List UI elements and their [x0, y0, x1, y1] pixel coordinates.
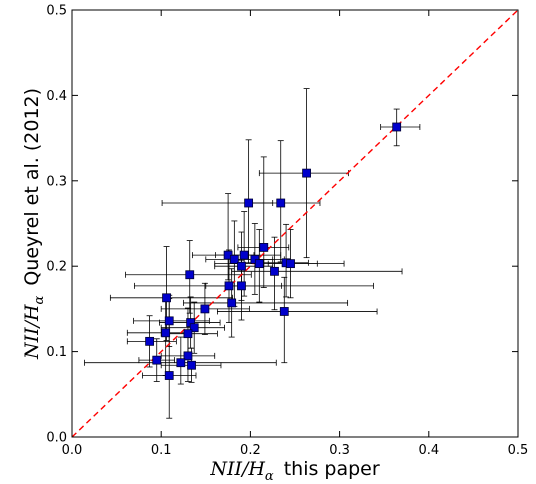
- x-tick-label: 0.2: [240, 443, 261, 458]
- x-tick-label: 0.4: [418, 443, 439, 458]
- data-point-marker: [279, 307, 289, 316]
- y-tick-label: 0.1: [46, 345, 67, 360]
- data-point-marker: [276, 198, 286, 208]
- one-to-one-reference-line: [71, 9, 519, 438]
- data-point-marker: [183, 351, 193, 361]
- data-point-marker: [237, 281, 246, 291]
- data-point-marker: [164, 371, 174, 380]
- x-axis-label-subscript: α: [265, 469, 274, 484]
- y-axis-label-subscript: α: [32, 295, 47, 304]
- error-bars: [84, 88, 421, 419]
- x-tick-label: 0.0: [62, 443, 83, 458]
- y-axis-label-math: NII/H: [21, 304, 43, 360]
- plot-frame: [71, 9, 519, 438]
- x-axis-label: NII/Hα this paper: [209, 458, 380, 484]
- data-point-marker: [176, 358, 186, 368]
- y-tick-label: 0.4: [46, 89, 67, 104]
- y-axis-label: NII/Hα Queyrel et al. (2012): [21, 88, 47, 360]
- x-axis-label-text: this paper: [284, 458, 380, 480]
- x-tick-label: 0.1: [151, 443, 172, 458]
- y-tick-label: 0.2: [46, 260, 67, 275]
- data-markers: [145, 122, 402, 380]
- data-point-marker: [145, 336, 155, 346]
- data-point-marker: [227, 298, 237, 308]
- data-point-marker: [164, 316, 174, 326]
- data-point-marker: [239, 250, 249, 260]
- data-point-marker: [392, 122, 402, 132]
- data-point-marker: [152, 355, 162, 365]
- data-point-marker: [302, 168, 311, 178]
- data-point-marker: [162, 293, 171, 303]
- data-point-marker: [183, 329, 193, 339]
- data-point-marker: [244, 198, 254, 208]
- data-point-marker: [187, 360, 196, 370]
- data-point-marker: [161, 328, 171, 338]
- data-point-marker: [254, 259, 264, 269]
- data-point-marker: [229, 254, 239, 264]
- x-axis-label-math: NII/H: [209, 458, 265, 480]
- y-tick-label: 0.0: [46, 431, 67, 446]
- x-tick-label: 0.3: [329, 443, 350, 458]
- x-tick-label: 0.5: [508, 443, 529, 458]
- y-tick-label: 0.5: [46, 4, 67, 19]
- data-point-marker: [185, 270, 195, 280]
- data-point-marker: [259, 243, 269, 252]
- data-point-marker: [224, 281, 234, 291]
- data-point-marker: [200, 304, 210, 314]
- data-point-marker: [286, 259, 295, 269]
- data-point-marker: [270, 266, 279, 276]
- y-tick-label: 0.3: [46, 174, 67, 189]
- data-point-marker: [237, 261, 246, 271]
- y-axis-label-text: Queyrel et al. (2012): [21, 88, 43, 286]
- data-point-marker: [189, 323, 199, 333]
- axis-ticks: 0.0 0.1 0.2 0.3 0.4 0.5 0.0 0.1 0.2 0.3 0.4 0.5: [46, 4, 528, 459]
